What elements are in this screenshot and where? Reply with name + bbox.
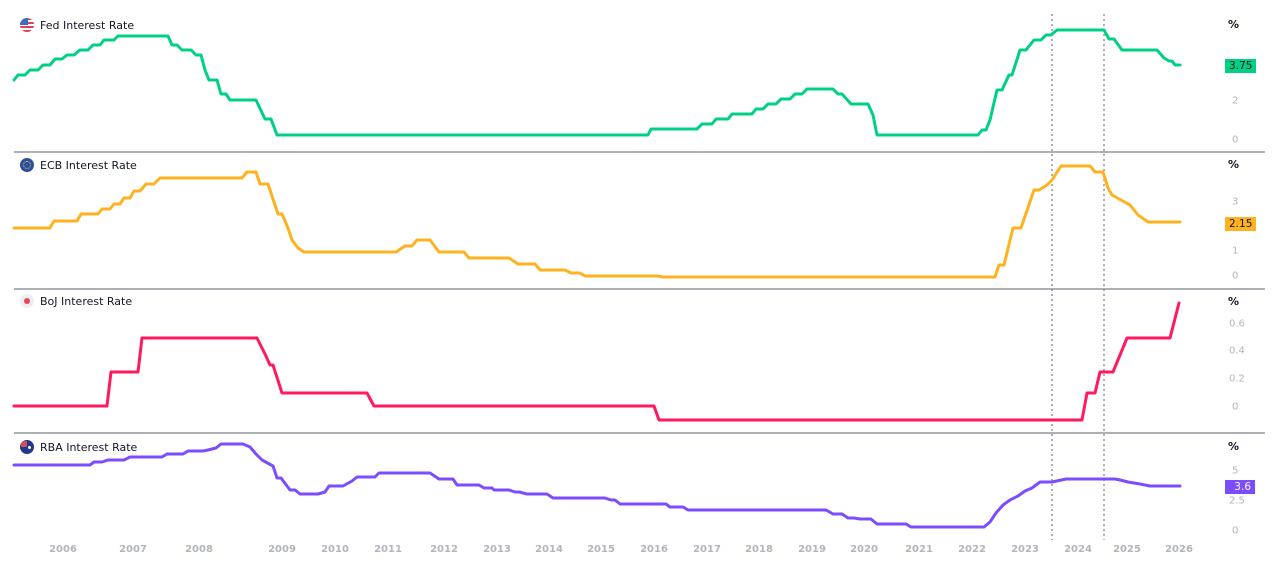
- panel-title-fed: Fed Interest Rate: [20, 17, 134, 33]
- last-value-badge-ecb: 2.15: [1225, 217, 1257, 231]
- y-tick: 0: [1232, 525, 1239, 537]
- x-tick-label: 2011: [374, 544, 402, 555]
- last-value-badge-fed: 3.75: [1225, 59, 1257, 73]
- x-tick-label: 2012: [430, 544, 458, 555]
- y-tick: 2: [1232, 95, 1239, 107]
- series-line-boj[interactable]: [12, 301, 1181, 422]
- y-tick: 2.5: [1229, 495, 1245, 507]
- x-tick-label: 2020: [850, 544, 878, 555]
- series-line-fed[interactable]: [12, 28, 1182, 137]
- x-tick-label: 2013: [483, 544, 511, 555]
- x-tick-label: 2010: [321, 544, 349, 555]
- x-tick-label: 2015: [587, 544, 615, 555]
- x-tick-label: 2007: [119, 544, 147, 555]
- x-tick-label: 2006: [49, 544, 77, 555]
- jp-flag-icon: [20, 294, 34, 308]
- unit-label: %: [1228, 158, 1240, 171]
- panel-title-boj: BoJ Interest Rate: [20, 293, 132, 309]
- series-line-rba[interactable]: [12, 442, 1182, 529]
- panel-title-ecb: ECB Interest Rate: [20, 157, 137, 173]
- x-tick-label: 2009: [268, 544, 296, 555]
- x-tick-label: 2026: [1165, 544, 1193, 555]
- panel-title-rba: RBA Interest Rate: [20, 439, 137, 455]
- x-tick-label: 2014: [535, 544, 563, 555]
- x-tick-label: 2019: [798, 544, 826, 555]
- unit-label: %: [1228, 295, 1240, 308]
- x-tick-label: 2021: [905, 544, 933, 555]
- y-tick: 0: [1232, 270, 1239, 282]
- y-tick: 0.4: [1229, 345, 1245, 357]
- x-tick-label: 2016: [640, 544, 668, 555]
- panel-title-label: Fed Interest Rate: [40, 18, 135, 32]
- panel-title-label: RBA Interest Rate: [40, 440, 138, 454]
- x-tick-label: 2024: [1064, 544, 1092, 555]
- eu-flag-icon: [20, 158, 34, 172]
- y-tick: 3: [1232, 196, 1239, 208]
- x-tick-label: 2025: [1113, 544, 1141, 555]
- y-tick: 0: [1232, 134, 1239, 146]
- series-line-ecb[interactable]: [12, 164, 1182, 279]
- y-tick: 0: [1232, 401, 1239, 413]
- x-tick-label: 2023: [1011, 544, 1039, 555]
- unit-label: %: [1228, 18, 1240, 31]
- y-tick: 0.6: [1229, 318, 1245, 330]
- x-tick-label: 2017: [693, 544, 721, 555]
- x-tick-label: 2008: [185, 544, 213, 555]
- y-tick: 1: [1232, 245, 1239, 257]
- x-tick-label: 2018: [745, 544, 773, 555]
- last-value-badge-rba: 3.6: [1225, 480, 1255, 494]
- panel-title-label: ECB Interest Rate: [40, 158, 137, 172]
- y-tick: 5: [1232, 465, 1239, 477]
- x-tick-label: 2022: [958, 544, 986, 555]
- us-flag-icon: [20, 18, 34, 32]
- au-flag-icon: [20, 440, 34, 454]
- panel-title-label: BoJ Interest Rate: [40, 294, 133, 308]
- unit-label: %: [1228, 440, 1240, 453]
- y-tick: 0.2: [1229, 373, 1245, 385]
